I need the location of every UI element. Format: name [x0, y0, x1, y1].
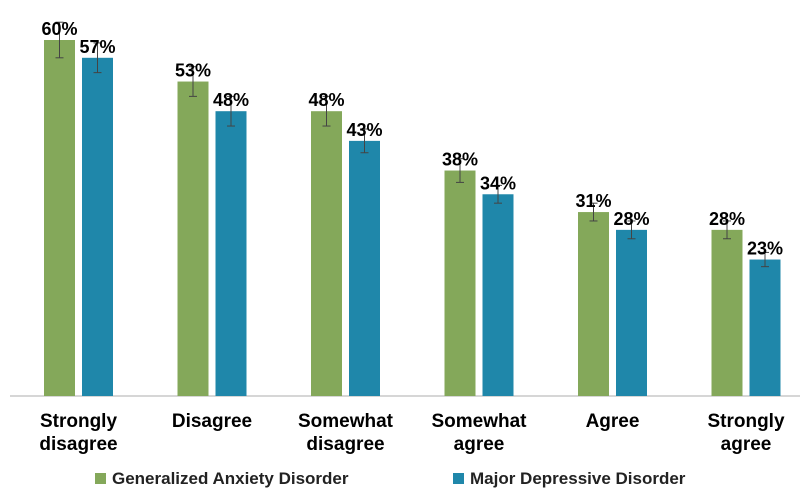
data-label-gad-4: 31%	[575, 191, 611, 211]
bar-mdd-0	[82, 57, 113, 397]
bars-group	[44, 40, 781, 397]
data-labels-group: 60%57%53%48% 48%43%38%34%31%28% 28%23%	[41, 19, 783, 259]
data-label-mdd-0: 57%	[79, 37, 115, 57]
error-bar-mdd-3	[494, 184, 502, 204]
category-label-1: Disagree	[172, 411, 252, 432]
bar-gad-2	[311, 111, 342, 396]
category-label-4: Agree	[586, 411, 640, 432]
error-bar-mdd-1	[227, 95, 235, 127]
category-label-0-line1: disagree	[39, 434, 117, 455]
category-label-5-line1: agree	[721, 434, 772, 455]
category-label-3-line0: Somewhat	[431, 411, 527, 432]
data-label-gad-2: 48%	[308, 90, 344, 110]
error-bar-gad-0	[55, 21, 64, 59]
error-bar-mdd-5	[761, 251, 769, 268]
data-label-gad-5: 28%	[709, 209, 745, 229]
data-label-mdd-1: 48%	[213, 90, 249, 110]
bar-gad-0	[44, 40, 75, 396]
category-label-2-line0: Somewhat	[298, 411, 394, 432]
bar-gad-5	[711, 229, 743, 396]
bar-gad-3	[444, 170, 476, 396]
category-label-2-line1: disagree	[306, 434, 384, 455]
bar-gad-4	[578, 212, 609, 396]
data-label-mdd-5: 23%	[747, 239, 783, 259]
legend: Generalized Anxiety Disorder Major Depre…	[95, 469, 686, 488]
data-label-mdd-2: 43%	[346, 120, 382, 140]
error-bar-gad-1	[189, 66, 197, 97]
error-bar-gad-5	[723, 220, 731, 240]
error-bar-mdd-0	[93, 42, 102, 74]
category-label-5-line0: Strongly	[707, 411, 784, 432]
bar-mdd-2	[349, 140, 380, 396]
error-bar-gad-4	[589, 202, 598, 222]
data-label-mdd-3: 34%	[480, 173, 516, 193]
legend-label-gad: Generalized Anxiety Disorder	[112, 469, 349, 488]
bar-gad-1	[177, 81, 209, 397]
bar-mdd-1	[215, 111, 247, 396]
data-label-gad-0: 60%	[41, 19, 77, 39]
data-label-gad-1: 53%	[175, 61, 211, 81]
legend-swatch-gad	[95, 473, 106, 484]
category-label-0-line0: Strongly	[40, 411, 117, 432]
bar-mdd-4	[616, 229, 647, 396]
category-label-3-line1: agree	[454, 434, 505, 455]
error-bar-gad-3	[456, 158, 464, 183]
legend-swatch-mdd	[453, 473, 464, 484]
error-bars-group	[55, 21, 769, 268]
data-label-mdd-4: 28%	[613, 209, 649, 229]
bar-mdd-3	[482, 194, 514, 396]
error-bar-mdd-4	[627, 220, 636, 240]
error-bar-mdd-2	[360, 128, 369, 154]
bar-mdd-5	[749, 259, 781, 396]
legend-label-mdd: Major Depressive Disorder	[470, 469, 686, 488]
data-label-gad-3: 38%	[442, 150, 478, 170]
error-bar-gad-2	[322, 95, 331, 127]
